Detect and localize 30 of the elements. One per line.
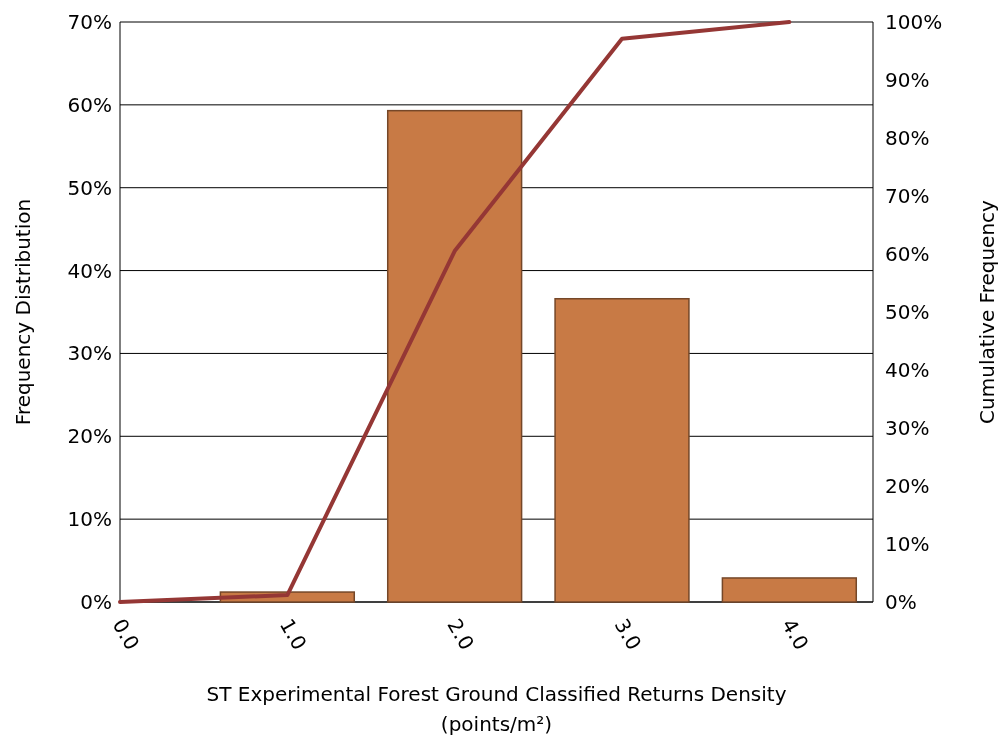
y-tick-label: 50% [67, 175, 112, 200]
x-tick-label: 0.0 [107, 614, 145, 655]
y2-tick-label: 40% [885, 358, 930, 382]
x-tick-label: 1.0 [275, 614, 312, 655]
x-tick-label: 3.0 [609, 614, 647, 655]
y-tick-label: 10% [67, 507, 112, 532]
x-tick-label: 2.0 [442, 614, 480, 655]
y-tick-label: 30% [67, 341, 112, 366]
x-tick-label: 4.0 [777, 614, 814, 655]
y-tick-label: 40% [67, 258, 112, 283]
y2-tick-label: 50% [885, 300, 930, 324]
y2-tick-label: 100% [885, 10, 943, 34]
y-axis-title: Frequency Distribution [11, 198, 35, 426]
y2-tick-label: 90% [885, 68, 930, 92]
y2-tick-label: 10% [885, 532, 930, 556]
y2-tick-label: 60% [885, 242, 930, 266]
y2-tick-label: 0% [885, 590, 917, 614]
y-tick-label: 70% [67, 10, 112, 34]
y2-tick-label: 80% [885, 126, 930, 150]
y2-axis-title: Cumulative Frequency [975, 199, 999, 424]
y-tick-label: 20% [67, 424, 112, 449]
y-tick-label: 0% [80, 590, 112, 614]
bar [386, 109, 523, 603]
y2-tick-label: 20% [885, 474, 930, 498]
y-tick-label: 60% [67, 92, 112, 117]
y2-tick-label: 70% [885, 184, 930, 208]
y2-tick-label: 30% [885, 416, 930, 440]
bar [554, 297, 690, 603]
bar [721, 577, 858, 603]
x-axis-title: ST Experimental Forest Ground Classified Returns Density (points/m²) [206, 682, 787, 736]
